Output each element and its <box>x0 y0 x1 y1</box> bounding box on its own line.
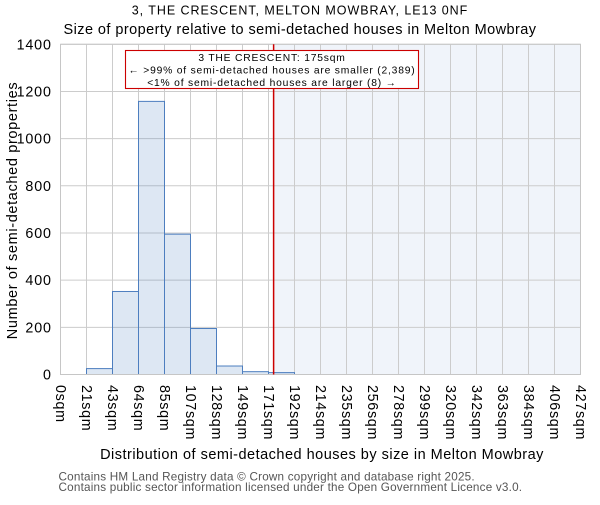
svg-text:235sqm: 235sqm <box>338 385 354 440</box>
svg-text:0: 0 <box>43 368 52 384</box>
svg-text:278sqm: 278sqm <box>390 385 406 440</box>
svg-text:192sqm: 192sqm <box>286 385 302 440</box>
svg-text:363sqm: 363sqm <box>494 385 510 440</box>
svg-text:Size of property relative to s: Size of property relative to semi-detach… <box>64 22 537 38</box>
svg-text:21sqm: 21sqm <box>78 385 94 431</box>
svg-text:299sqm: 299sqm <box>416 385 432 440</box>
svg-text:200: 200 <box>25 320 51 336</box>
svg-text:149sqm: 149sqm <box>234 385 250 440</box>
svg-text:406sqm: 406sqm <box>546 385 562 440</box>
svg-text:320sqm: 320sqm <box>442 385 458 440</box>
svg-text:214sqm: 214sqm <box>312 385 328 440</box>
svg-text:384sqm: 384sqm <box>520 385 536 440</box>
svg-text:Contains HM Land Registry data: Contains HM Land Registry data © Crown c… <box>59 471 475 484</box>
svg-text:427sqm: 427sqm <box>572 385 588 440</box>
svg-text:0sqm: 0sqm <box>52 385 68 423</box>
svg-text:85sqm: 85sqm <box>156 385 172 431</box>
svg-text:3, THE CRESCENT, MELTON MOWBRA: 3, THE CRESCENT, MELTON MOWBRAY, LE13 0N… <box>132 4 468 18</box>
svg-text:Contains public sector informa: Contains public sector information licen… <box>59 481 523 494</box>
svg-text:← >99% of semi-detached houses: ← >99% of semi-detached houses are small… <box>129 65 416 76</box>
svg-text:64sqm: 64sqm <box>130 385 146 431</box>
svg-text:3 THE CRESCENT: 175sqm: 3 THE CRESCENT: 175sqm <box>198 53 345 64</box>
svg-text:Number of semi-detached proper: Number of semi-detached properties <box>5 82 21 339</box>
svg-text:107sqm: 107sqm <box>182 385 198 440</box>
svg-text:1000: 1000 <box>17 132 52 148</box>
svg-text:600: 600 <box>25 226 51 242</box>
svg-text:<1% of semi-detached houses ar: <1% of semi-detached houses are larger (… <box>147 78 397 89</box>
svg-text:43sqm: 43sqm <box>104 385 120 431</box>
svg-text:128sqm: 128sqm <box>208 385 224 440</box>
svg-text:1400: 1400 <box>17 37 52 53</box>
svg-text:171sqm: 171sqm <box>260 385 276 440</box>
svg-text:Distribution of semi-detached: Distribution of semi-detached houses by … <box>100 447 544 463</box>
svg-text:400: 400 <box>25 273 51 289</box>
svg-text:256sqm: 256sqm <box>364 385 380 440</box>
svg-text:342sqm: 342sqm <box>468 385 484 440</box>
svg-text:800: 800 <box>25 179 51 195</box>
svg-text:1200: 1200 <box>17 84 52 100</box>
